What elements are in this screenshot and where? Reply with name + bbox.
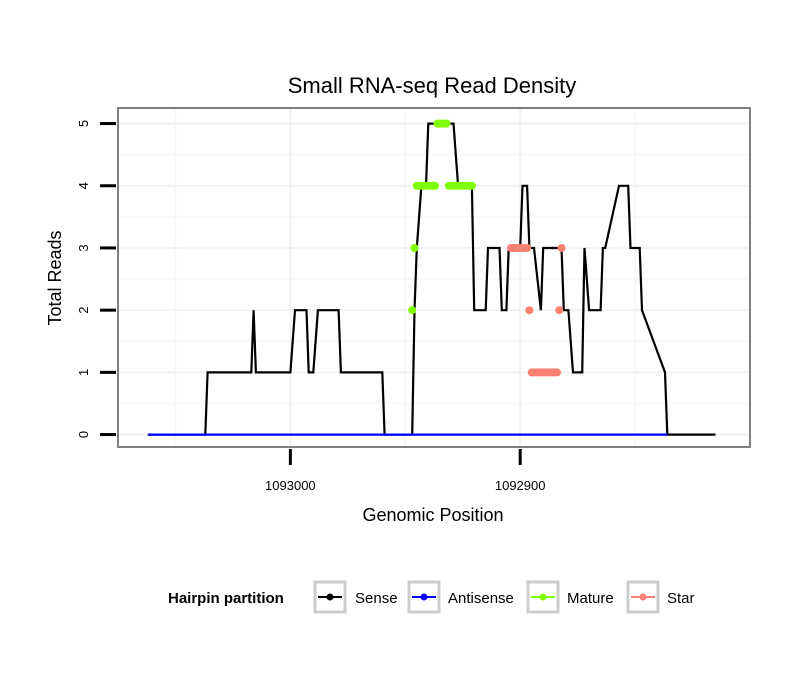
x-tick-label: 1093000 [265, 478, 316, 493]
x-axis: 1093000 1092900 [265, 449, 545, 493]
legend-item-star: Star [626, 580, 695, 614]
legend: Hairpin partition Sense Antisense Mature St… [168, 580, 695, 614]
legend-label: Mature [567, 590, 614, 607]
legend-key-dot [639, 593, 647, 601]
legend-item-mature: Mature [526, 580, 614, 614]
x-axis-label: Genomic Position [362, 505, 503, 525]
legend-key-dot [420, 593, 428, 601]
legend-label: Antisense [448, 590, 514, 607]
y-tick-label: 2 [76, 307, 91, 314]
y-axis: 0 1 2 3 4 5 [76, 120, 116, 438]
legend-item-antisense: Antisense [407, 580, 514, 614]
marker-layer [408, 119, 566, 377]
point-mature [442, 119, 451, 128]
plot-panel [118, 108, 750, 447]
point-star [523, 244, 532, 252]
legend-label: Star [667, 590, 695, 607]
series-line-sense [147, 122, 716, 436]
grid-lines [118, 108, 750, 447]
point-mature [431, 181, 440, 190]
y-tick-label: 0 [76, 431, 91, 438]
y-tick-label: 5 [76, 120, 91, 127]
legend-title: Hairpin partition [168, 590, 284, 607]
series-layer [147, 122, 716, 436]
legend-item-sense: Sense [313, 580, 398, 614]
point-star [553, 368, 561, 377]
legend-key-dot [539, 593, 547, 601]
point-mature [408, 306, 417, 315]
legend-label: Sense [355, 590, 398, 607]
y-tick-label: 1 [76, 369, 91, 376]
chart-title: Small RNA-seq Read Density [288, 73, 577, 98]
point-mature [467, 181, 476, 190]
y-tick-label: 3 [76, 244, 91, 251]
plot-border [117, 107, 751, 448]
point-star [555, 306, 564, 315]
point-mature [410, 244, 419, 252]
y-tick-label: 4 [76, 182, 91, 189]
legend-key-dot [326, 593, 334, 601]
y-axis-label: Total Reads [45, 230, 65, 325]
point-star [557, 244, 566, 252]
point-star [525, 306, 534, 315]
x-tick-label: 1092900 [495, 478, 546, 493]
